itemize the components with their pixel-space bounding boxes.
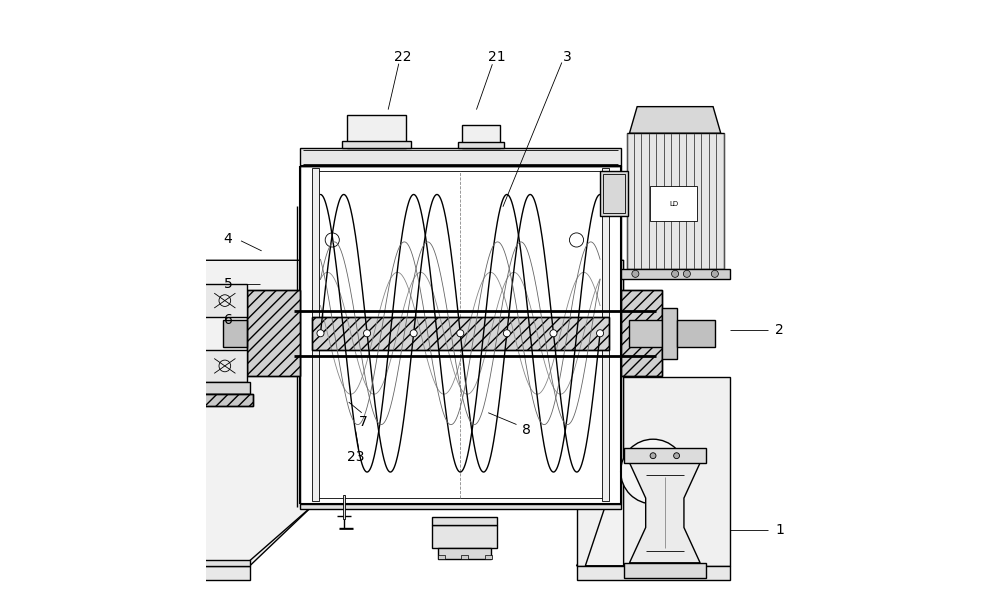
Text: 8: 8	[522, 424, 531, 437]
Bar	[627, 133, 724, 268]
Bar	[200, 382, 250, 394]
Bar	[203, 350, 247, 382]
Bar	[223, 320, 247, 347]
Bar	[621, 268, 730, 279]
Bar	[624, 563, 706, 578]
Polygon shape	[629, 463, 700, 563]
Bar	[300, 166, 621, 504]
Circle shape	[632, 270, 639, 277]
Text: LD: LD	[669, 201, 678, 206]
Bar	[621, 290, 662, 376]
Bar	[677, 320, 715, 347]
Circle shape	[364, 330, 371, 337]
Bar	[300, 148, 621, 166]
Circle shape	[550, 330, 557, 337]
Text: 23: 23	[347, 450, 365, 464]
Bar	[458, 142, 504, 148]
Circle shape	[621, 439, 685, 504]
Text: 4: 4	[224, 232, 232, 246]
Bar	[200, 560, 250, 566]
Bar	[247, 290, 300, 376]
Text: 5: 5	[224, 277, 232, 291]
Bar	[602, 169, 609, 501]
Bar	[577, 566, 730, 581]
Polygon shape	[200, 260, 315, 566]
Bar	[197, 394, 253, 406]
Bar	[347, 116, 406, 148]
Bar	[312, 317, 609, 350]
Circle shape	[672, 270, 679, 277]
Bar	[300, 504, 621, 509]
Bar	[432, 525, 497, 548]
Bar	[600, 171, 628, 215]
Bar	[603, 174, 625, 212]
Bar	[343, 495, 345, 519]
Circle shape	[325, 233, 339, 247]
Circle shape	[597, 330, 604, 337]
Text: 1: 1	[775, 523, 784, 537]
Bar	[203, 284, 247, 317]
Polygon shape	[577, 504, 629, 566]
Text: 3: 3	[563, 50, 572, 64]
Bar	[461, 555, 468, 559]
Bar	[247, 290, 300, 376]
Bar	[624, 448, 706, 463]
Bar	[629, 320, 677, 347]
Text: 22: 22	[394, 50, 412, 64]
Circle shape	[650, 453, 656, 458]
Circle shape	[674, 453, 680, 458]
Bar	[342, 141, 411, 148]
Circle shape	[569, 233, 584, 247]
Bar	[312, 317, 609, 350]
Bar	[312, 169, 319, 501]
Bar	[197, 394, 253, 406]
Bar	[662, 308, 677, 359]
Bar	[438, 555, 445, 559]
Bar	[432, 517, 497, 525]
Circle shape	[457, 330, 464, 337]
Circle shape	[711, 270, 718, 277]
Polygon shape	[629, 107, 721, 133]
Circle shape	[503, 330, 510, 337]
Bar	[650, 186, 697, 221]
Bar	[485, 555, 492, 559]
Bar	[577, 378, 730, 566]
Polygon shape	[585, 260, 624, 566]
Text: 7: 7	[359, 415, 368, 428]
Text: 6: 6	[224, 313, 232, 327]
Circle shape	[410, 330, 417, 337]
Circle shape	[683, 270, 690, 277]
Text: 21: 21	[488, 50, 506, 64]
Bar	[438, 548, 491, 559]
Bar	[200, 566, 250, 581]
Polygon shape	[200, 504, 315, 566]
Bar	[621, 290, 662, 376]
Circle shape	[317, 330, 324, 337]
Text: 2: 2	[775, 323, 784, 337]
Bar	[462, 126, 500, 148]
